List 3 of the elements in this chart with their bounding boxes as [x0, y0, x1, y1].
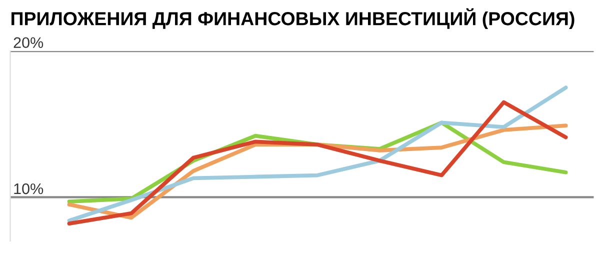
chart-title: ПРИЛОЖЕНИЯ ДЛЯ ФИНАНСОВЫХ ИНВЕСТИЦИЙ (РОССИЯ): [12, 8, 574, 30]
y-tick-label: 10%: [14, 183, 44, 194]
y-tick-label: 20%: [14, 37, 44, 48]
